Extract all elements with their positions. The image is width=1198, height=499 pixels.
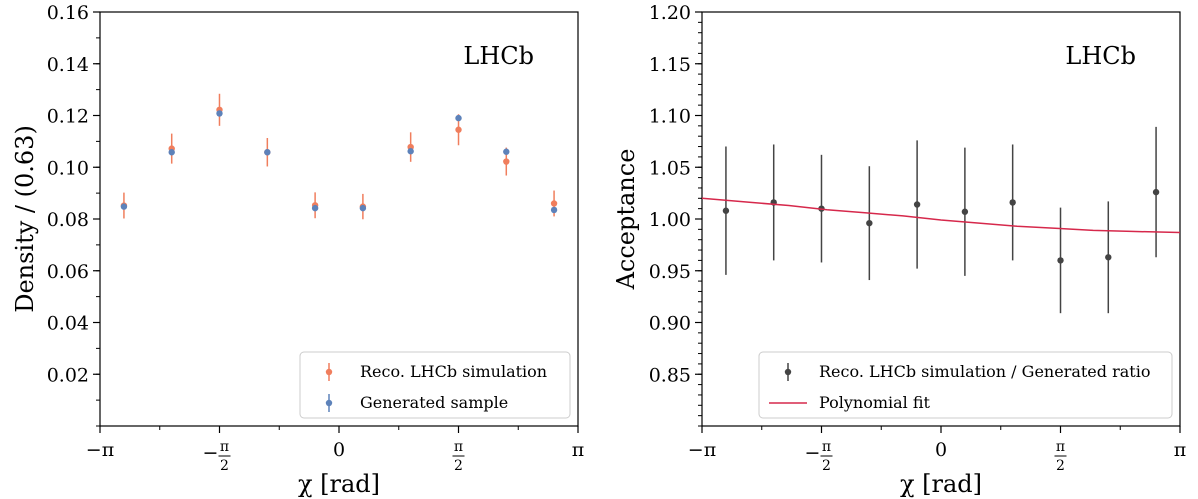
lhcb-label: LHCb — [1065, 42, 1136, 70]
x-tick-label-den: 2 — [454, 458, 463, 474]
data-point — [1105, 254, 1112, 261]
legend-frame — [758, 351, 1173, 419]
y-axis-label: Density / (0.63) — [11, 125, 39, 313]
x-tick-label: π — [572, 439, 585, 461]
x-tick-label: 0 — [935, 439, 947, 461]
data-point — [866, 219, 873, 227]
y-axis-label: Acceptance — [612, 149, 640, 291]
legend-label: Generated sample — [360, 393, 508, 412]
legend-frame — [299, 351, 571, 419]
x-tick-label: −π — [86, 439, 114, 461]
x-tick-label-minus: − — [203, 442, 219, 464]
x-tick-label: −π — [688, 439, 716, 461]
y-tick-label: 1.20 — [649, 2, 691, 24]
y-tick-label: 0.04 — [47, 313, 89, 335]
y-tick-label: 1.00 — [649, 209, 691, 231]
x-tick-label-num: π — [1056, 439, 1065, 455]
data-point — [264, 149, 271, 156]
y-tick-label: 1.15 — [649, 54, 691, 76]
y-tick-label: 1.10 — [649, 106, 691, 128]
legend-marker — [325, 368, 333, 376]
legend-label: Reco. LHCb simulation — [360, 362, 547, 381]
data-point — [1057, 257, 1064, 264]
data-point — [455, 114, 462, 122]
x-tick-label-minus: − — [805, 442, 821, 464]
data-point — [550, 200, 558, 207]
y-tick-label: 0.16 — [47, 2, 89, 24]
legend: Reco. LHCb simulation / Generated ratio P… — [758, 351, 1173, 419]
y-tick-label: 0.02 — [47, 364, 89, 386]
data-point — [455, 126, 462, 133]
x-tick-label-num: π — [454, 439, 463, 455]
data-point — [913, 201, 921, 208]
data-point — [216, 110, 223, 117]
acceptance-panel: 0.850.900.951.001.051.101.151.20−π−π/2−π… — [612, 2, 1186, 498]
data-point — [550, 206, 558, 214]
x-tick-label-den: 2 — [220, 458, 229, 474]
y-tick-label: 0.85 — [649, 364, 691, 386]
y-tick-label: 0.08 — [47, 209, 89, 231]
lhcb-label: LHCb — [463, 42, 534, 70]
y-tick-label: 0.12 — [47, 106, 89, 128]
x-tick-label-num: π — [220, 439, 229, 455]
y-tick-label: 0.10 — [47, 157, 89, 179]
y-tick-label: 0.95 — [649, 261, 691, 283]
legend-label: Polynomial fit — [819, 393, 931, 412]
y-tick-label: 1.05 — [649, 157, 691, 179]
data-point — [311, 204, 319, 212]
data-point — [961, 208, 969, 215]
y-tick-label: 0.06 — [47, 261, 89, 283]
x-tick-label: −π/2−π2 — [203, 439, 231, 474]
x-tick-label: π/2π2 — [452, 439, 465, 474]
data-point — [359, 204, 367, 212]
x-tick-label-den: 2 — [1056, 458, 1065, 474]
data-point — [503, 148, 510, 155]
data-point — [407, 148, 414, 155]
data-point — [722, 207, 730, 214]
data-point — [503, 158, 510, 165]
x-tick-label: π — [1174, 439, 1187, 461]
fit-line — [701, 197, 1181, 234]
density-panel: 0.020.040.060.080.100.120.140.16−π−π/2−π… — [11, 2, 584, 498]
x-tick-label: 0 — [333, 439, 345, 461]
legend-label: Reco. LHCb simulation / Generated ratio — [819, 362, 1150, 381]
legend-marker — [325, 399, 333, 407]
x-tick-label: −π/2−π2 — [805, 439, 833, 474]
x-axis-label: χ [rad] — [900, 470, 982, 498]
x-tick-label-den: 2 — [822, 458, 831, 474]
data-point — [168, 149, 175, 156]
x-axis-label: χ [rad] — [298, 470, 380, 498]
data-point — [120, 203, 128, 210]
data-point — [1009, 199, 1016, 206]
x-tick-label: π/2π2 — [1054, 439, 1067, 474]
y-tick-label: 0.14 — [47, 54, 89, 76]
y-tick-label: 0.90 — [649, 313, 691, 335]
legend-marker — [784, 368, 792, 376]
data-point — [1152, 188, 1160, 196]
legend: Reco. LHCb simulation Generated sample — [299, 351, 571, 419]
x-tick-label-num: π — [822, 439, 831, 455]
